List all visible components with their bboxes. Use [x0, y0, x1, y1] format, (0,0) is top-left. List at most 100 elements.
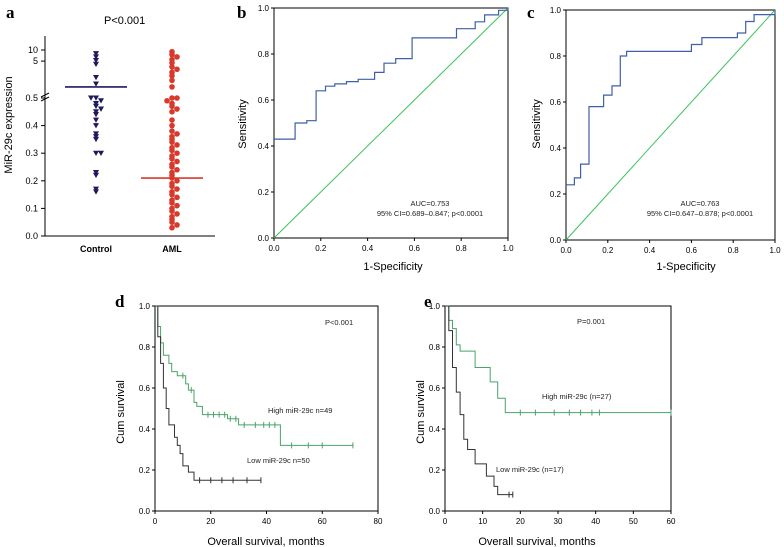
y-tick-label: 0.0	[139, 507, 151, 516]
panel-a-ylabel: MiR-29c expression	[3, 76, 15, 173]
panel-c-ylabel: Sensitivity	[531, 99, 543, 149]
y-tick-label: 10	[28, 45, 38, 55]
data-point	[174, 106, 180, 112]
y-tick-label: 0.0	[258, 234, 270, 243]
data-point	[93, 101, 99, 107]
data-point	[174, 158, 180, 165]
x-tick-label: 1.0	[769, 246, 781, 255]
legend-high-d: High miR-29c n=49	[268, 406, 332, 415]
panel-letter-e: e	[424, 292, 432, 311]
panel-b-xlabel: 1-Specificity	[363, 261, 423, 273]
data-point	[169, 59, 175, 66]
data-point	[93, 112, 99, 118]
x-tick-label: 0	[153, 517, 158, 526]
y-tick-label: 0.4	[429, 425, 441, 434]
panel-c-xlabel: 1-Specificity	[656, 261, 716, 273]
y-tick-label: 0.0	[429, 507, 441, 516]
data-point	[169, 77, 175, 84]
panel-b-ylabel: Sensitivity	[237, 99, 249, 149]
data-point	[164, 97, 170, 104]
legend-low-d: Low miR-29c n=50	[247, 456, 310, 465]
data-point	[88, 95, 94, 101]
panel-a-ticks: 105 0.5 0.4 0.3 0.2 0.1 0.0	[25, 45, 50, 241]
plot-frame	[273, 7, 509, 239]
roc-curve	[274, 8, 509, 140]
panel-b: b Sensitivity 1-Specificity AUC=0.753 95…	[237, 3, 514, 273]
data-point	[169, 200, 175, 206]
x-tick-label: 0.6	[409, 244, 421, 253]
data-point	[174, 95, 180, 101]
data-point	[93, 109, 99, 115]
panel-letter-d: d	[115, 292, 125, 311]
y-tick-label: 0.2	[258, 188, 270, 197]
panel-d-ylabel: Cum survival	[115, 380, 127, 444]
x-tick-label: 40	[591, 517, 600, 526]
data-point	[98, 98, 104, 104]
plot-frame	[444, 305, 672, 512]
data-point	[93, 150, 99, 156]
survival-curve	[155, 305, 261, 481]
panel-a-pvalue: P<0.001	[104, 15, 145, 27]
data-point	[174, 166, 180, 173]
x-tick-label: 60	[318, 517, 327, 526]
y-tick-label: 5	[33, 56, 38, 66]
panel-b-ci: 95% CI=0.689–0.847; p<0.0001	[377, 209, 483, 218]
panel-e: e Cum survival Overall survival, months …	[415, 292, 676, 547]
panel-d-plot: 0 20 40 60 80 0.0 0.2 0.4 0.6 0.8 1.0	[139, 302, 383, 526]
y-tick-label: 0.3	[25, 148, 38, 158]
data-point	[169, 164, 175, 170]
survival-curve	[155, 305, 353, 446]
data-point	[93, 61, 99, 68]
survival-curve	[445, 305, 513, 496]
plot-frame	[565, 9, 776, 241]
x-tick-label: 30	[554, 517, 563, 526]
panel-e-ylabel: Cum survival	[415, 380, 427, 444]
x-tick-label: 0.0	[268, 244, 280, 253]
data-point	[93, 117, 99, 123]
data-point	[174, 150, 180, 156]
data-point	[174, 186, 180, 192]
data-point	[169, 84, 175, 90]
data-point	[169, 72, 175, 79]
data-point	[93, 103, 99, 110]
x-tick-label: 0.8	[456, 244, 468, 253]
data-point	[93, 170, 99, 176]
y-tick-label: 0.8	[550, 52, 562, 61]
y-tick-label: 1.0	[139, 302, 151, 311]
y-tick-label: 1.0	[258, 4, 270, 13]
panel-d-xlabel: Overall survival, months	[207, 536, 325, 547]
y-tick-label: 0.2	[139, 466, 151, 475]
x-tick-label: 40	[262, 517, 271, 526]
data-point	[174, 222, 180, 228]
legend-high-e: High miR-29c (n=27)	[542, 392, 612, 401]
x-tick-label: 0.2	[315, 244, 327, 253]
y-tick-label: 0.8	[139, 343, 151, 352]
category-label: AML	[162, 244, 182, 254]
data-point	[169, 155, 175, 162]
data-point	[174, 66, 180, 73]
y-tick-label: 0.6	[429, 384, 441, 393]
data-point	[174, 54, 180, 60]
survival-curve	[445, 305, 671, 414]
x-tick-label: 0	[443, 517, 448, 526]
y-tick-label: 0.4	[139, 425, 151, 434]
panel-letter-a: a	[6, 3, 15, 22]
x-tick-label: 1.0	[502, 244, 514, 253]
panel-d: d Cum survival Overall survival, months …	[115, 292, 383, 547]
data-point	[169, 183, 175, 190]
data-point	[169, 103, 175, 110]
y-tick-label: 1.0	[550, 6, 562, 15]
panel-e-pvalue: P=0.001	[577, 317, 605, 326]
data-point	[169, 122, 175, 129]
axis-break	[40, 92, 50, 98]
category-label: Control	[80, 244, 112, 254]
y-tick-label: 0.0	[550, 236, 562, 245]
y-tick-label: 0.4	[25, 121, 38, 131]
x-tick-label: 0.4	[644, 246, 656, 255]
data-point	[169, 117, 175, 123]
panel-c: c Sensitivity 1-Specificity AUC=0.763 95…	[527, 3, 781, 273]
reference-diagonal	[273, 7, 509, 239]
y-tick-label: 0.6	[258, 96, 270, 105]
y-tick-label: 0.0	[25, 231, 38, 241]
